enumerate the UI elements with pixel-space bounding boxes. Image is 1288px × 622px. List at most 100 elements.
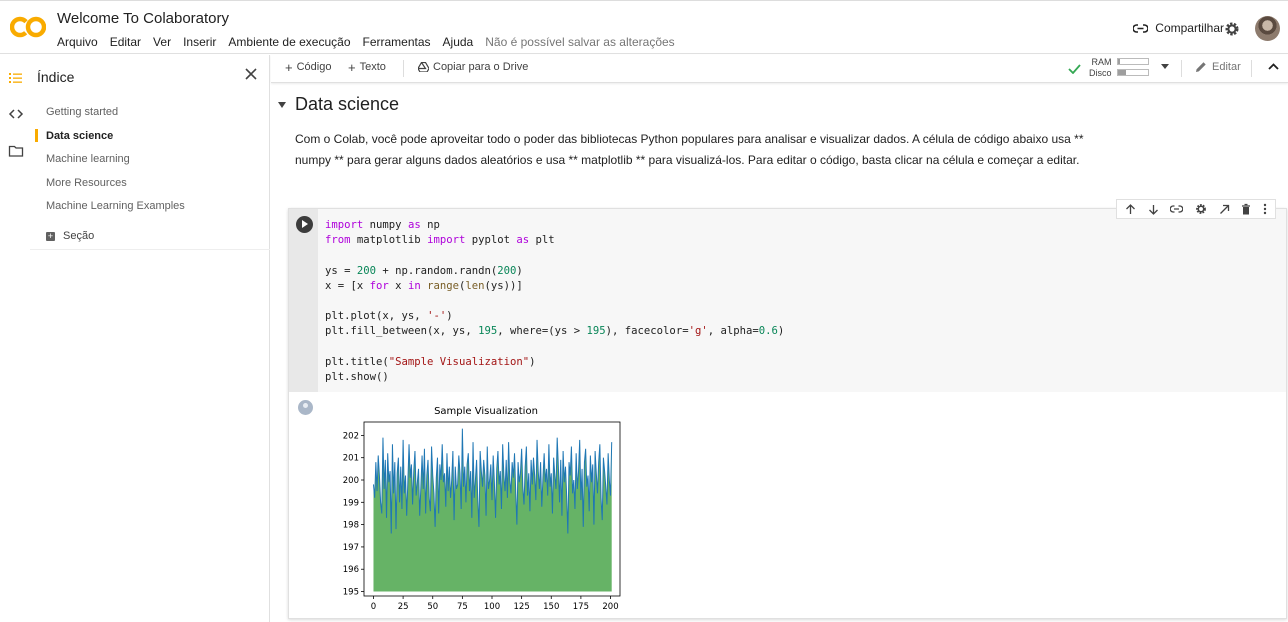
- add-code-button[interactable]: + Código: [285, 59, 332, 75]
- y-tick-label: 198: [343, 521, 359, 531]
- chevron-up-icon[interactable]: [1268, 63, 1279, 70]
- run-cell-button[interactable]: [296, 216, 313, 233]
- close-icon[interactable]: [244, 67, 258, 81]
- x-tick-label: 50: [427, 602, 438, 612]
- y-tick-label: 196: [343, 565, 359, 575]
- toolbar-divider: [403, 60, 404, 77]
- cell-gutter: [289, 209, 318, 392]
- trash-icon[interactable]: [1241, 203, 1251, 215]
- pencil-icon: [1196, 62, 1206, 72]
- section-collapse-icon[interactable]: [278, 102, 286, 108]
- menu-bar: Arquivo Editar Ver Inserir Ambiente de e…: [57, 35, 687, 49]
- y-tick-label: 201: [343, 454, 359, 464]
- text-cell-paragraph[interactable]: Com o Colab, você pode aproveitar todo o…: [295, 132, 1084, 167]
- plus-icon: +: [285, 59, 293, 75]
- y-tick-label: 202: [343, 431, 359, 441]
- resource-labels[interactable]: RAM Disco: [1089, 57, 1112, 79]
- sample-visualization-chart: Sample Visualization 0 25 50 75 100 125 150 175…: [343, 406, 621, 612]
- gear-icon[interactable]: [1224, 21, 1240, 37]
- share-button[interactable]: Compartilhar: [1133, 21, 1224, 35]
- x-tick-label: 75: [457, 602, 468, 612]
- chart-title: Sample Visualization: [434, 406, 538, 417]
- code-line: plt.fill_between(x, ys, 195, where=(ys >…: [325, 325, 785, 338]
- edit-button[interactable]: Editar: [1195, 61, 1241, 73]
- code-line: ys = 200 + np.random.randn(200): [325, 264, 523, 277]
- add-section-button[interactable]: + Seção: [46, 230, 94, 242]
- link-icon[interactable]: [1170, 205, 1184, 213]
- plus-icon: +: [348, 59, 356, 75]
- gear-icon[interactable]: [1195, 203, 1207, 215]
- save-status: Não é possível salvar as alterações: [485, 35, 675, 49]
- code-snippets-icon[interactable]: [8, 106, 24, 122]
- open-in-new-icon[interactable]: [1219, 204, 1230, 215]
- code-editor[interactable]: [318, 209, 1286, 392]
- toc-item-ml-examples[interactable]: Machine Learning Examples: [46, 200, 185, 212]
- menu-arquivo[interactable]: Arquivo: [57, 35, 98, 49]
- y-tick-label: 200: [343, 476, 359, 486]
- more-vert-icon[interactable]: [1263, 203, 1267, 215]
- drive-icon: [418, 62, 429, 72]
- link-icon: [1133, 23, 1149, 33]
- code-line: plt.title("Sample Visualization"): [325, 355, 536, 368]
- avatar[interactable]: [1255, 16, 1280, 41]
- arrow-down-icon[interactable]: [1148, 204, 1159, 215]
- toc-icon[interactable]: [8, 70, 24, 86]
- share-label: Compartilhar: [1155, 21, 1224, 35]
- folder-icon[interactable]: [8, 143, 24, 159]
- x-tick-label: 150: [543, 602, 559, 612]
- ram-label: RAM: [1091, 57, 1112, 67]
- section-heading: Data science: [295, 94, 400, 114]
- add-section-label: Seção: [63, 230, 95, 242]
- cell-toolbar: [1116, 199, 1276, 219]
- colab-logo[interactable]: [10, 13, 46, 41]
- toc-item-more-resources[interactable]: More Resources: [46, 177, 127, 189]
- menu-inserir[interactable]: Inserir: [183, 35, 217, 49]
- copy-to-drive-label: Copiar para o Drive: [433, 61, 529, 73]
- disk-label: Disco: [1089, 68, 1112, 78]
- code-cell[interactable]: import numpy as np from matplotlib impor…: [288, 199, 1287, 619]
- copy-to-drive-button[interactable]: Copiar para o Drive: [418, 61, 528, 73]
- toc-sidebar: Índice Getting started Data science Mach…: [30, 55, 270, 622]
- output-avatar-icon[interactable]: [298, 400, 313, 415]
- menu-ferramentas[interactable]: Ferramentas: [362, 35, 431, 49]
- menu-ambiente[interactable]: Ambiente de execução: [228, 35, 351, 49]
- toc-active-indicator: [35, 129, 38, 142]
- x-tick-label: 175: [573, 602, 589, 612]
- notebook-title[interactable]: Welcome To Colaboratory: [57, 10, 230, 27]
- add-text-button[interactable]: + Texto: [348, 59, 386, 75]
- disk-usage-bar: [1117, 69, 1149, 76]
- x-tick-label: 100: [484, 602, 500, 612]
- code-line: plt.show(): [325, 371, 389, 384]
- menu-ver[interactable]: Ver: [153, 35, 172, 49]
- chart-fill-area: [373, 428, 612, 592]
- x-tick-label: 200: [602, 602, 618, 612]
- y-tick-label: 199: [343, 498, 359, 508]
- chevron-down-icon[interactable]: [1161, 64, 1169, 69]
- plus-icon: +: [46, 230, 55, 241]
- notebook-toolbar: + Código + Texto Copiar para o Drive RAM…: [271, 55, 1288, 83]
- arrow-up-icon[interactable]: [1125, 203, 1136, 215]
- x-tick-label: 25: [398, 602, 409, 612]
- toc-item-machine-learning[interactable]: Machine learning: [46, 153, 130, 165]
- code-line: import numpy as np: [325, 219, 440, 231]
- y-tick-label: 195: [343, 588, 359, 598]
- notebook-content: Data science Com o Colab, você pode apro…: [271, 84, 1288, 622]
- code-line: x = [x for x in range(len(ys))]: [325, 279, 523, 292]
- y-tick-label: 197: [343, 543, 359, 553]
- code-text[interactable]: import numpy as np from matplotlib impor…: [325, 218, 784, 385]
- chart-series-line: [372, 428, 613, 534]
- app-header: Welcome To Colaboratory Arquivo Editar V…: [0, 0, 1288, 54]
- connected-check-icon: [1068, 64, 1081, 74]
- menu-ajuda[interactable]: Ajuda: [442, 35, 474, 49]
- sidebar-title: Índice: [37, 69, 75, 85]
- ram-usage-bar: [1117, 58, 1149, 65]
- toc-item-getting-started[interactable]: Getting started: [46, 106, 119, 118]
- menu-editar[interactable]: Editar: [109, 35, 142, 49]
- toc-item-data-science[interactable]: Data science: [46, 130, 114, 142]
- add-code-label: Código: [296, 61, 332, 73]
- toolbar-divider: [1251, 60, 1252, 77]
- x-tick-label: 0: [371, 602, 376, 612]
- code-line: from matplotlib import pyplot as plt: [325, 234, 555, 247]
- left-rail: [0, 55, 30, 622]
- add-text-label: Texto: [359, 61, 386, 73]
